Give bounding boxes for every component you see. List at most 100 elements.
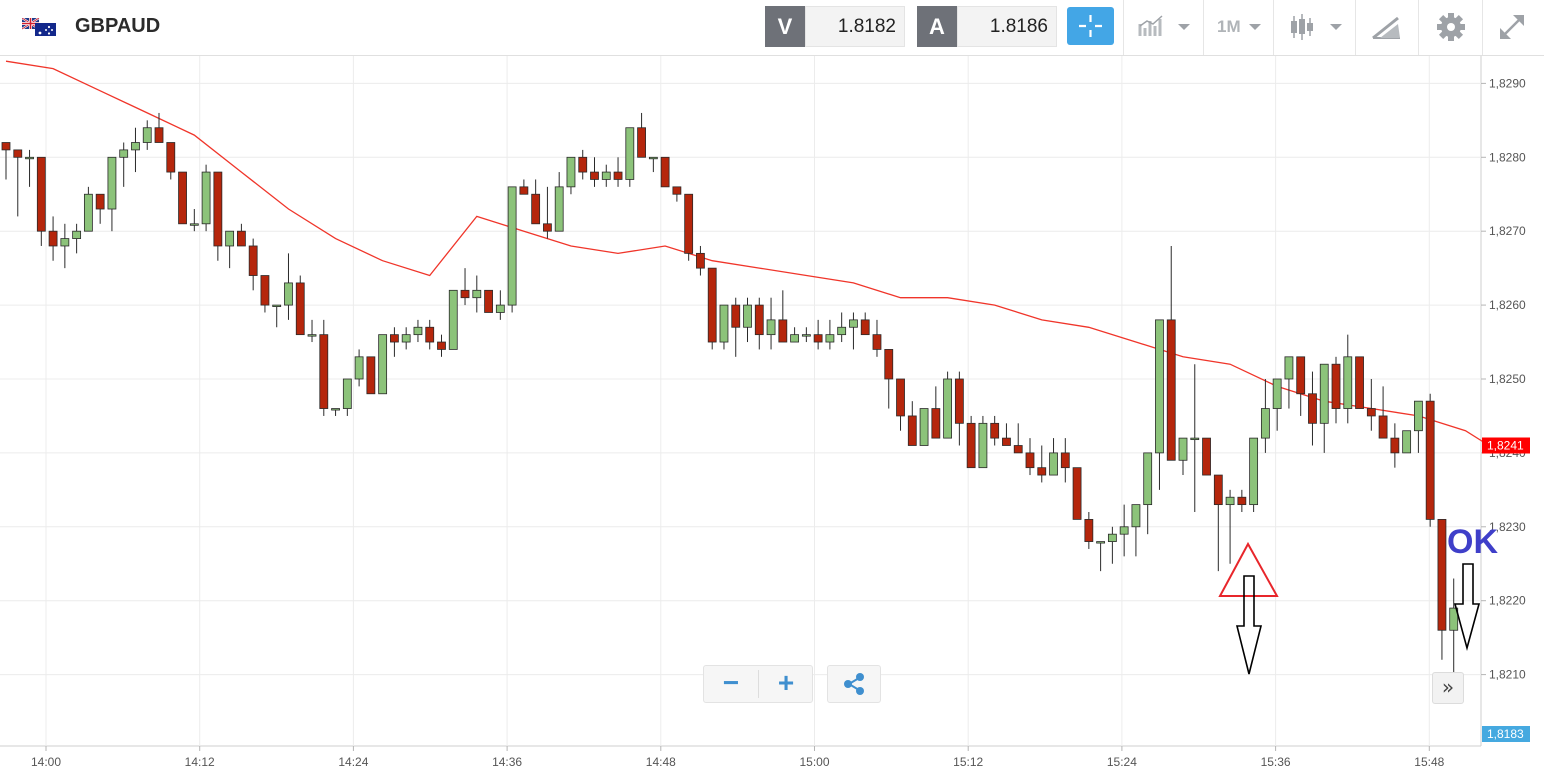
- candle: [943, 371, 952, 439]
- share-button[interactable]: [827, 665, 881, 703]
- candle: [825, 319, 835, 350]
- candle-body: [225, 230, 235, 247]
- candle: [131, 127, 140, 173]
- settings-gear-icon[interactable]: [1435, 10, 1467, 44]
- candle-body: [178, 171, 187, 225]
- candle: [142, 120, 152, 150]
- down-arrow-annotation: [1453, 563, 1481, 652]
- candle-body: [801, 334, 811, 337]
- candle: [166, 142, 176, 180]
- drawing-tools-icon[interactable]: [1370, 10, 1404, 44]
- candle: [366, 356, 376, 395]
- candle-body: [236, 230, 246, 247]
- candle: [931, 386, 941, 439]
- candle-body: [437, 341, 446, 350]
- candle-body: [978, 422, 988, 469]
- candle-body: [943, 378, 952, 439]
- candle-body: [1437, 518, 1447, 631]
- candle-body: [272, 304, 282, 307]
- candle: [354, 349, 364, 387]
- chevron-down-icon[interactable]: [1248, 10, 1262, 44]
- candle-body: [36, 156, 46, 232]
- divider: [758, 670, 759, 698]
- candle: [437, 334, 446, 357]
- candle: [1319, 363, 1329, 453]
- candle: [154, 112, 164, 143]
- timeframe-dropdown[interactable]: 1M: [1217, 17, 1241, 36]
- candle: [119, 142, 129, 187]
- fullscreen-icon[interactable]: [1495, 10, 1529, 44]
- candle: [601, 164, 611, 187]
- candle-body: [25, 156, 34, 160]
- chart-type-icon[interactable]: [1138, 10, 1194, 44]
- candle: [790, 327, 799, 343]
- candle-body: [637, 127, 646, 158]
- candle-body: [1178, 437, 1188, 461]
- candle-body: [142, 127, 152, 143]
- candle: [1107, 526, 1117, 564]
- zoom-out-button[interactable]: −: [722, 667, 740, 698]
- candle-body: [1143, 452, 1153, 506]
- candle-body: [319, 334, 329, 409]
- candle-body: [896, 378, 905, 417]
- candle: [425, 319, 435, 350]
- crosshair-button[interactable]: [1067, 7, 1114, 45]
- candle-body: [1284, 356, 1294, 380]
- candle: [578, 149, 588, 180]
- candle: [1390, 423, 1400, 468]
- candle-body: [754, 304, 764, 336]
- buy-label[interactable]: A: [917, 6, 957, 47]
- candle-body: [1402, 430, 1412, 454]
- sell-label[interactable]: V: [765, 6, 805, 47]
- x-tick-label: 14:12: [185, 755, 215, 769]
- zoom-in-button[interactable]: +: [777, 667, 795, 698]
- candle: [860, 312, 870, 336]
- candle-body: [872, 334, 882, 350]
- candle: [36, 156, 46, 246]
- candle: [907, 401, 917, 446]
- candle: [1425, 393, 1435, 527]
- candle: [460, 268, 470, 306]
- candle: [837, 312, 847, 343]
- candle: [295, 275, 305, 336]
- candle-body: [366, 356, 376, 395]
- candle: [1402, 430, 1412, 454]
- scroll-to-latest-button[interactable]: »: [1432, 672, 1464, 704]
- candle-body: [484, 289, 493, 313]
- candle-body: [1249, 437, 1259, 506]
- divider: [1123, 0, 1124, 55]
- candle: [778, 290, 788, 343]
- candle-body: [48, 230, 58, 247]
- candle: [566, 156, 576, 195]
- candlestick-icon[interactable]: [1290, 10, 1346, 44]
- candle: [637, 112, 646, 158]
- candle: [1049, 438, 1058, 476]
- candle: [1296, 356, 1306, 416]
- candle-body: [1213, 474, 1223, 506]
- candle: [1060, 438, 1070, 483]
- candle: [884, 349, 894, 409]
- candle: [1084, 512, 1094, 549]
- price-chart[interactable]: 1,82101,82201,82301,82401,82501,82601,82…: [0, 56, 1544, 779]
- candle-body: [354, 356, 364, 380]
- sell-price[interactable]: 1.8182: [805, 6, 905, 47]
- candle-body: [543, 223, 552, 232]
- candle-body: [578, 156, 588, 173]
- zoom-controls: − +: [703, 665, 813, 703]
- symbol-title: GBPAUD: [75, 15, 161, 37]
- buy-price[interactable]: 1.8186: [957, 6, 1057, 47]
- candle: [401, 327, 411, 350]
- candle: [248, 238, 258, 291]
- candle-body: [495, 304, 505, 313]
- candle: [849, 312, 858, 350]
- candle-body: [507, 186, 517, 306]
- candle: [1260, 378, 1270, 453]
- candle: [919, 408, 929, 446]
- ok-annotation: OK: [1447, 523, 1498, 561]
- candle-body: [1225, 496, 1235, 506]
- candle-body: [260, 275, 270, 306]
- ask-price-label: 1,8183: [1487, 727, 1524, 741]
- candle: [1178, 437, 1188, 476]
- candle: [413, 319, 423, 343]
- candle: [1213, 474, 1223, 572]
